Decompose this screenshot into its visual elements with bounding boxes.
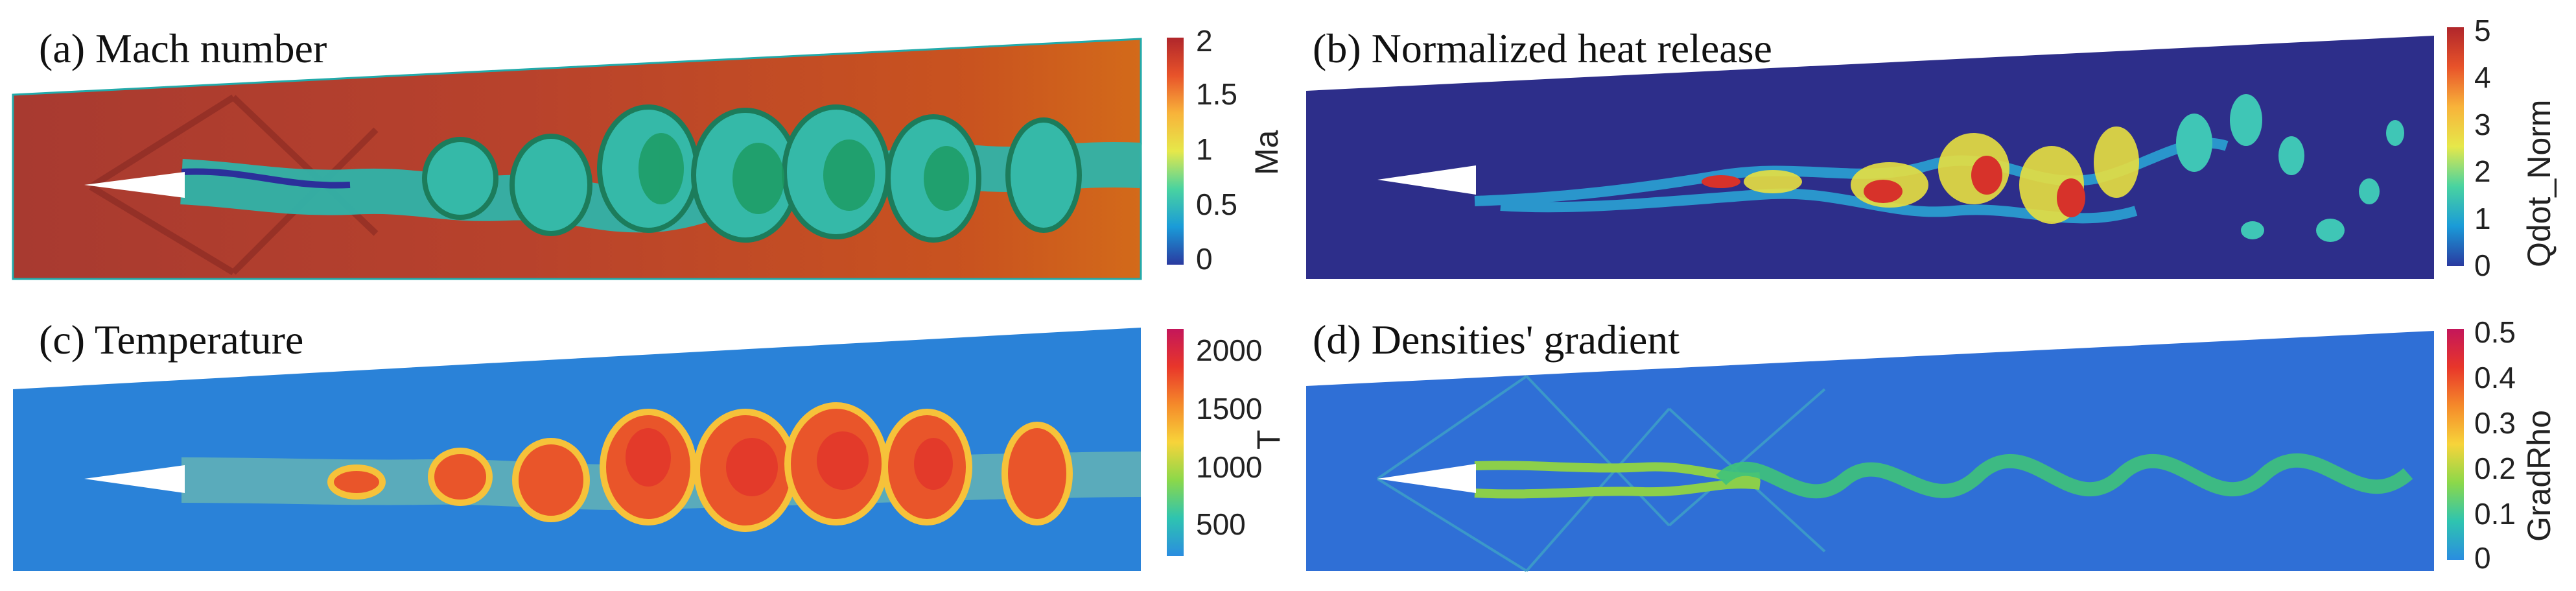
colorbar-tick: 0.5	[1196, 187, 1237, 221]
colorbar-tick: 0	[1196, 242, 1213, 276]
panel-mach-number: (a) Mach number 2	[0, 0, 1290, 295]
colorbar-tick: 0	[2474, 248, 2491, 282]
colorbar-density-gradient	[2447, 329, 2464, 560]
temperature-field	[13, 328, 1142, 571]
colorbar-label: Ma	[1248, 130, 1285, 175]
mach-field	[12, 38, 1142, 280]
colorbar-tick: 0.4	[2474, 361, 2516, 394]
colorbar-tick: 3	[2474, 108, 2491, 141]
panel-temperature: (c) Temperature 2000 1500 1000 500 T	[0, 295, 1290, 591]
colorbar-tick: 2	[2474, 154, 2491, 188]
colorbar-temperature	[1167, 329, 1184, 556]
colorbar-tick: 2	[1196, 24, 1213, 58]
colorbar-tick: 1	[1196, 132, 1213, 166]
colorbar-mach	[1167, 38, 1184, 265]
panel-title: (a) Mach number	[39, 25, 327, 71]
colorbar-tick: 1	[2474, 202, 2491, 235]
heat-release-field	[1306, 36, 2434, 279]
colorbar-tick: 5	[2474, 14, 2491, 47]
colorbar-tick: 0	[2474, 541, 2491, 575]
panel-density-gradient: (d) Densities' gradient 0.5 0.4 0.3 0.2 …	[1293, 295, 2576, 591]
colorbar-tick: 1000	[1196, 450, 1263, 484]
colorbar-tick: 500	[1196, 507, 1246, 541]
density-gradient-field	[1306, 331, 2434, 572]
colorbar-tick: 0.3	[2474, 406, 2516, 440]
colorbar-tick: 4	[2474, 60, 2491, 94]
colorbar-tick: 1.5	[1196, 77, 1237, 111]
colorbar-label: T	[1250, 429, 1287, 450]
panel-title: (c) Temperature	[39, 317, 304, 363]
colorbar-heat-release	[2447, 27, 2464, 266]
panel-title: (b) Normalized heat release	[1313, 25, 1772, 71]
colorbar-tick: 0.2	[2474, 452, 2516, 485]
panel-title: (d) Densities' gradient	[1313, 317, 1680, 363]
colorbar-tick: 1500	[1196, 392, 1263, 426]
colorbar-tick: 0.1	[2474, 497, 2516, 531]
colorbar-label: GradRho	[2521, 410, 2557, 542]
panel-heat-release: (b) Normalized heat release 5 4 3 2 1 0 …	[1293, 0, 2576, 295]
colorbar-tick: 2000	[1196, 333, 1263, 367]
colorbar-label: Qdot_Norm	[2521, 99, 2557, 267]
colorbar-tick: 0.5	[2474, 315, 2516, 349]
